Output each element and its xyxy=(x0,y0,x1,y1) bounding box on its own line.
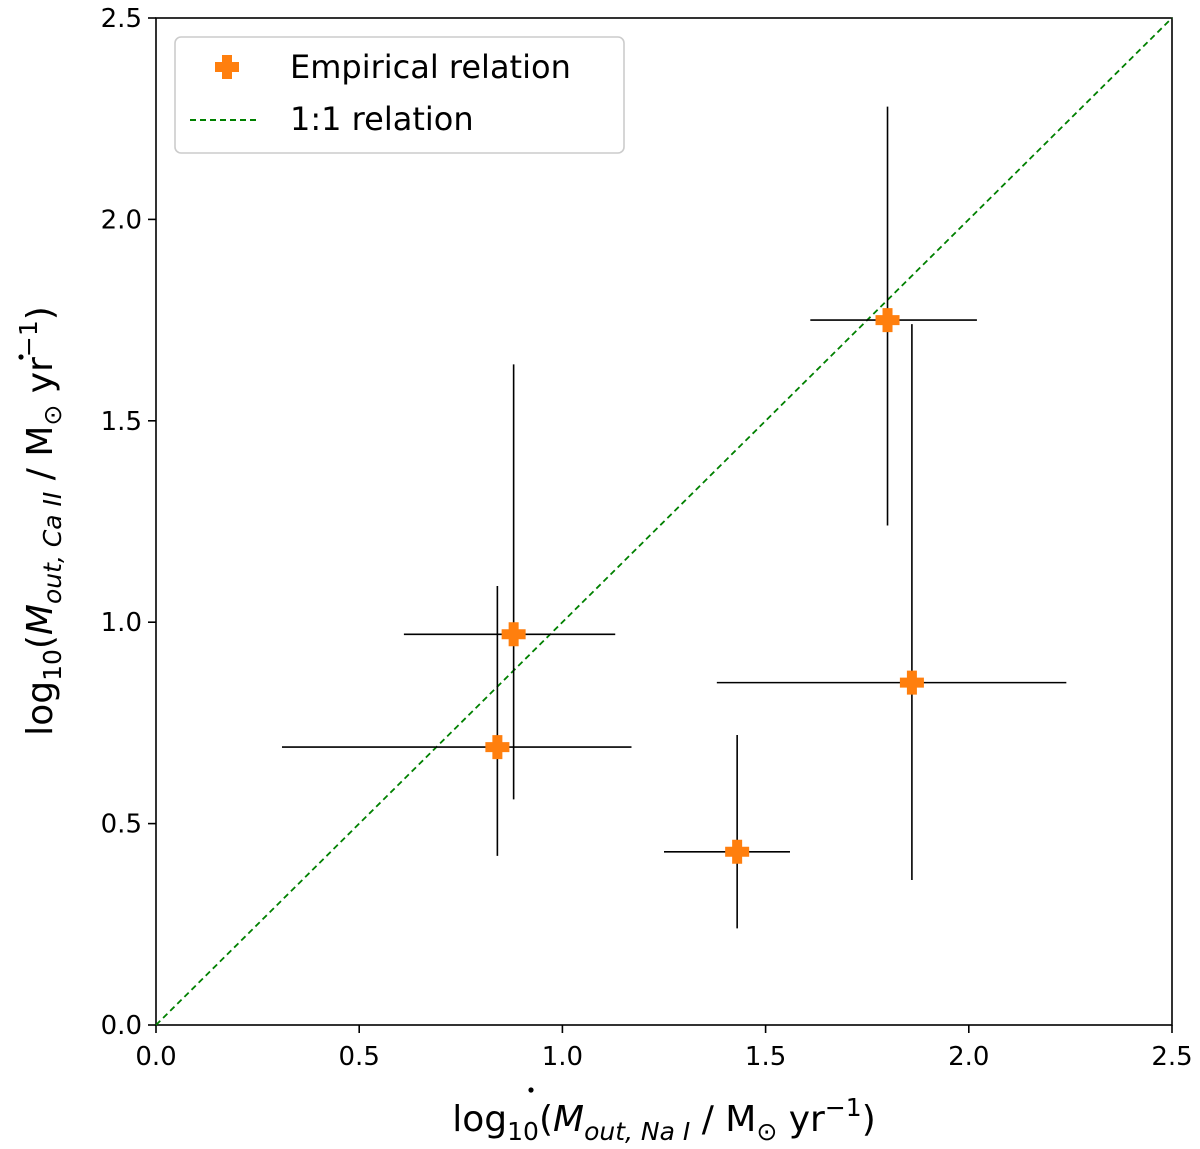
data-point-marker xyxy=(501,622,526,647)
x-tick-label: 1.0 xyxy=(542,1042,583,1072)
one-to-one-line-layer xyxy=(155,17,1173,1026)
x-tick-label: 0.5 xyxy=(339,1042,380,1072)
y-tick-label: 2.5 xyxy=(101,4,142,34)
y-label-mdot-dot xyxy=(18,354,24,360)
y-tick-label: 1.0 xyxy=(101,608,142,638)
legend-label-empirical: Empirical relation xyxy=(290,48,571,86)
one-to-one-line xyxy=(155,17,1173,1026)
y-tick-label: 0.5 xyxy=(101,810,142,840)
y-tick-label: 1.5 xyxy=(101,407,142,437)
x-tick-label: 0.0 xyxy=(135,1042,176,1072)
y-axis-label: log10(Mout, Ca II / M⊙ yr−1) xyxy=(14,306,67,736)
x-tick-label: 1.5 xyxy=(745,1042,786,1072)
x-label-mdot-dot xyxy=(528,1087,534,1093)
x-tick-label: 2.5 xyxy=(1151,1042,1192,1072)
y-tick-label: 0.0 xyxy=(101,1011,142,1041)
data-point-marker xyxy=(725,839,750,864)
legend-plus-marker xyxy=(215,55,239,79)
data-point-marker xyxy=(485,735,510,760)
errorbar-layer xyxy=(281,106,1067,929)
marker-layer xyxy=(485,308,924,864)
y-tick-label: 2.0 xyxy=(101,205,142,235)
x-axis-label: log10(Mout, Na I / M⊙ yr−1) xyxy=(452,1093,876,1146)
legend-marker-empirical xyxy=(215,55,239,79)
legend: Empirical relation 1:1 relation xyxy=(174,36,625,154)
data-point-marker xyxy=(899,670,924,695)
data-point-marker xyxy=(875,308,900,333)
legend-box xyxy=(174,36,625,154)
ticks-layer: 0.0 0.5 1.0 1.5 2.0 2.5 0.0 0.5 1.0 1.5 2.0 2.5 xyxy=(101,4,1193,1072)
legend-label-one-to-one: 1:1 relation xyxy=(290,100,474,138)
x-tick-label: 2.0 xyxy=(948,1042,989,1072)
